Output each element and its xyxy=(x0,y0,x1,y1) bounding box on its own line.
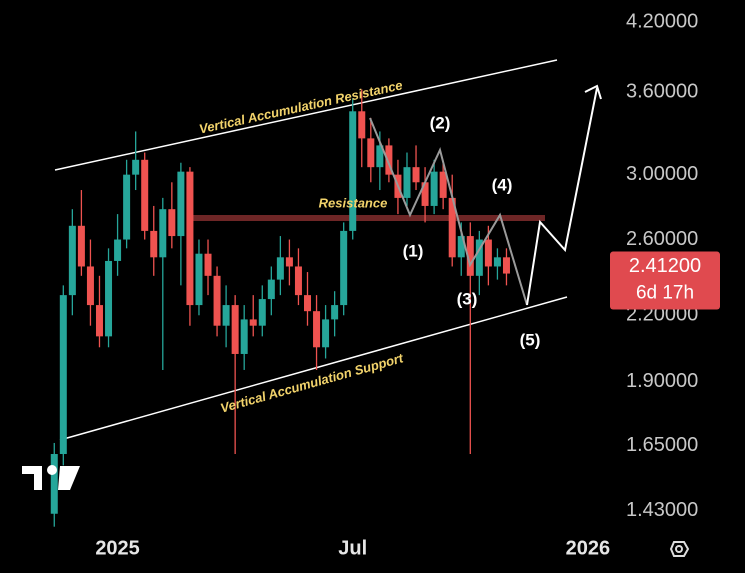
price-box xyxy=(610,251,720,310)
candle-body xyxy=(50,454,58,514)
annotation: (4) xyxy=(492,175,513,194)
candle-body xyxy=(95,305,103,337)
x-tick-label: 2026 xyxy=(566,537,611,559)
candle-body xyxy=(322,319,330,348)
candle-body xyxy=(195,253,203,306)
logo-part xyxy=(47,465,57,475)
lower-channel-line xyxy=(59,296,568,441)
annotation: (3) xyxy=(457,289,478,308)
candle-body xyxy=(213,275,221,326)
candle-body xyxy=(340,230,348,306)
candle-body xyxy=(77,225,85,267)
candle-body xyxy=(105,260,113,337)
candle-body xyxy=(385,145,393,175)
candle-body xyxy=(186,171,194,306)
candle-body xyxy=(249,319,257,326)
annotation: (5) xyxy=(520,330,541,349)
candles xyxy=(50,89,510,527)
settings-hex[interactable] xyxy=(669,541,690,557)
y-tick-label: 3.60000 xyxy=(626,80,698,102)
candle-body xyxy=(304,295,311,312)
candle-body xyxy=(367,138,375,168)
candle-body xyxy=(439,171,447,198)
candle-body xyxy=(285,257,293,267)
logo-part xyxy=(34,466,42,490)
countdown-label: 6d 17h xyxy=(636,283,694,304)
projection-arrowhead xyxy=(584,84,602,100)
candle-body xyxy=(502,257,510,274)
candle-body xyxy=(240,319,248,354)
resistance-zone xyxy=(190,215,545,221)
x-tick-label: Jul xyxy=(338,537,367,559)
candle-body xyxy=(177,171,185,237)
candle-body xyxy=(331,305,339,320)
y-tick-label: 1.65000 xyxy=(626,434,698,456)
candle-body xyxy=(59,295,67,455)
logo xyxy=(22,465,80,490)
wave-path xyxy=(369,117,528,306)
candle-body xyxy=(86,266,94,306)
candle-body xyxy=(412,167,420,183)
y-tick-label: 1.90000 xyxy=(626,370,698,392)
logo-part xyxy=(22,466,42,474)
y-tick-label: 3.00000 xyxy=(626,163,698,185)
y-tick-label: 2.60000 xyxy=(626,228,698,250)
upper-channel-line xyxy=(54,59,558,171)
y-tick-label: 1.43000 xyxy=(626,499,698,521)
candle-body xyxy=(123,174,131,240)
candle-body xyxy=(258,299,266,326)
candle-body xyxy=(313,311,321,348)
settings-dot[interactable] xyxy=(675,545,683,553)
candle-body xyxy=(68,225,76,296)
price-label: 2.41200 xyxy=(629,255,701,277)
annotation: (1) xyxy=(403,241,424,260)
y-tick-label: 4.20000 xyxy=(626,10,698,32)
candle-body xyxy=(276,257,284,280)
candle-body xyxy=(349,111,357,231)
candle-body xyxy=(448,197,456,258)
candle-body xyxy=(204,253,212,276)
candle-body xyxy=(421,182,429,206)
candle-body xyxy=(222,305,230,326)
candle-body xyxy=(403,167,411,198)
x-tick-label: 2025 xyxy=(95,537,140,559)
candle-body xyxy=(150,230,158,258)
candle-body xyxy=(493,257,501,267)
annotation: (2) xyxy=(430,113,451,132)
candle-body xyxy=(168,209,176,237)
candle-body xyxy=(294,266,302,296)
projection-path xyxy=(526,87,598,306)
candle-body xyxy=(475,239,483,276)
candle-body xyxy=(231,305,239,354)
candle-body xyxy=(132,159,140,175)
logo-part xyxy=(58,466,80,490)
candle-body xyxy=(114,239,122,261)
candle-body xyxy=(159,209,167,258)
candle-body xyxy=(457,236,465,258)
annotation: Resistance xyxy=(319,195,388,210)
candle-body xyxy=(430,171,438,206)
candle-body xyxy=(141,159,149,231)
candle-body xyxy=(267,279,275,300)
candle-body xyxy=(484,239,492,267)
settings-icon[interactable] xyxy=(669,541,690,557)
candle-body xyxy=(358,111,366,139)
candle-body xyxy=(376,145,384,168)
candle-body xyxy=(466,236,474,276)
